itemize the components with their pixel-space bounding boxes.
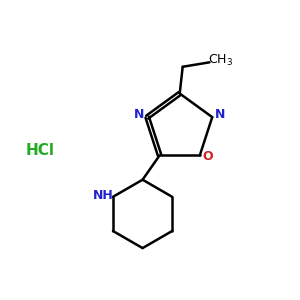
Text: N: N — [134, 108, 144, 121]
Text: HCl: HCl — [26, 142, 55, 158]
Text: CH$_3$: CH$_3$ — [208, 53, 233, 68]
Text: N: N — [215, 108, 226, 121]
Text: NH: NH — [93, 189, 114, 202]
Text: O: O — [203, 150, 213, 163]
